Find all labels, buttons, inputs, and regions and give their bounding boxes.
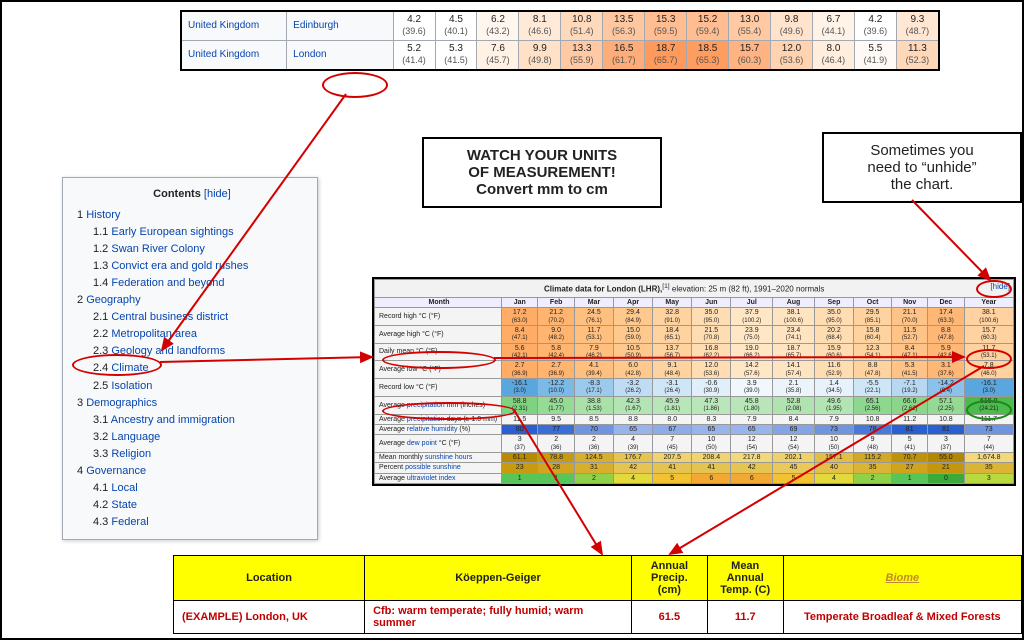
warn-l1: WATCH YOUR UNITS (432, 147, 652, 164)
toc-item[interactable]: 4 Governance (77, 463, 307, 480)
toc-item[interactable]: 2.4 Climate (93, 360, 307, 377)
toc-item[interactable]: 2.2 Metropolitan area (93, 326, 307, 343)
cell-location: (EXAMPLE) London, UK (174, 601, 365, 634)
hint-l1: Sometimes you (870, 142, 973, 159)
toc-item[interactable]: 1.4 Federation and beyond (93, 275, 307, 292)
cell-precip: 61.5 (631, 601, 707, 634)
toc-item[interactable]: 1 History (77, 207, 307, 224)
toc-item[interactable]: 3.2 Language (93, 429, 307, 446)
toc-item[interactable]: 2 Geography (77, 292, 307, 309)
city-comparison-table: United KingdomEdinburgh4.2(39.6)4.5(40.1… (180, 10, 940, 71)
toc-item[interactable]: 2.5 Isolation (93, 378, 307, 395)
wiki-contents-box: Contents [hide] 1 History1.1 Early Europ… (62, 177, 318, 540)
toc-item[interactable]: 2.1 Central business district (93, 309, 307, 326)
toc-item[interactable]: 3.1 Ancestry and immigration (93, 412, 307, 429)
toc-item[interactable]: 4.1 Local (93, 480, 307, 497)
unhide-hint-box: Sometimes you need to “unhide” the chart… (822, 132, 1022, 203)
toc-item[interactable]: 1.3 Convict era and gold rushes (93, 258, 307, 275)
toc-item[interactable]: 4.2 State (93, 497, 307, 514)
climate-table: Climate data for London (LHR),[1] elevat… (372, 277, 1016, 486)
units-warning-box: WATCH YOUR UNITS OF MEASUREMENT! Convert… (422, 137, 662, 208)
circle-london (322, 72, 388, 98)
toc-item[interactable]: 3.3 Religion (93, 446, 307, 463)
hdr-biome: Biome (783, 556, 1021, 601)
contents-toggle[interactable]: [hide] (204, 188, 231, 200)
contents-title: Contents (153, 188, 201, 200)
toc-item[interactable]: 3 Demographics (77, 395, 307, 412)
biome-link[interactable]: Biome (886, 572, 920, 584)
toc-item[interactable]: 2.3 Geology and landforms (93, 343, 307, 360)
cell-koppen: Cfb: warm temperate; fully humid; warm s… (365, 601, 632, 634)
hint-l3: the chart. (891, 176, 954, 193)
warn-l2: OF MEASUREMENT! (432, 164, 652, 181)
hdr-temp: Mean Annual Temp. (C) (707, 556, 783, 601)
warn-l3: Convert mm to cm (432, 181, 652, 198)
toc-item[interactable]: 4.3 Federal (93, 514, 307, 531)
cell-temp: 11.7 (707, 601, 783, 634)
hdr-precip: Annual Precip. (cm) (631, 556, 707, 601)
summary-table: Location Köeppen-Geiger Annual Precip. (… (173, 555, 1022, 634)
toc-item[interactable]: 1.2 Swan River Colony (93, 241, 307, 258)
hdr-koppen: Köeppen-Geiger (365, 556, 632, 601)
hdr-location: Location (174, 556, 365, 601)
hint-l2: need to “unhide” (867, 159, 976, 176)
toc-item[interactable]: 1.1 Early European sightings (93, 224, 307, 241)
cell-biome: Temperate Broadleaf & Mixed Forests (783, 601, 1021, 634)
